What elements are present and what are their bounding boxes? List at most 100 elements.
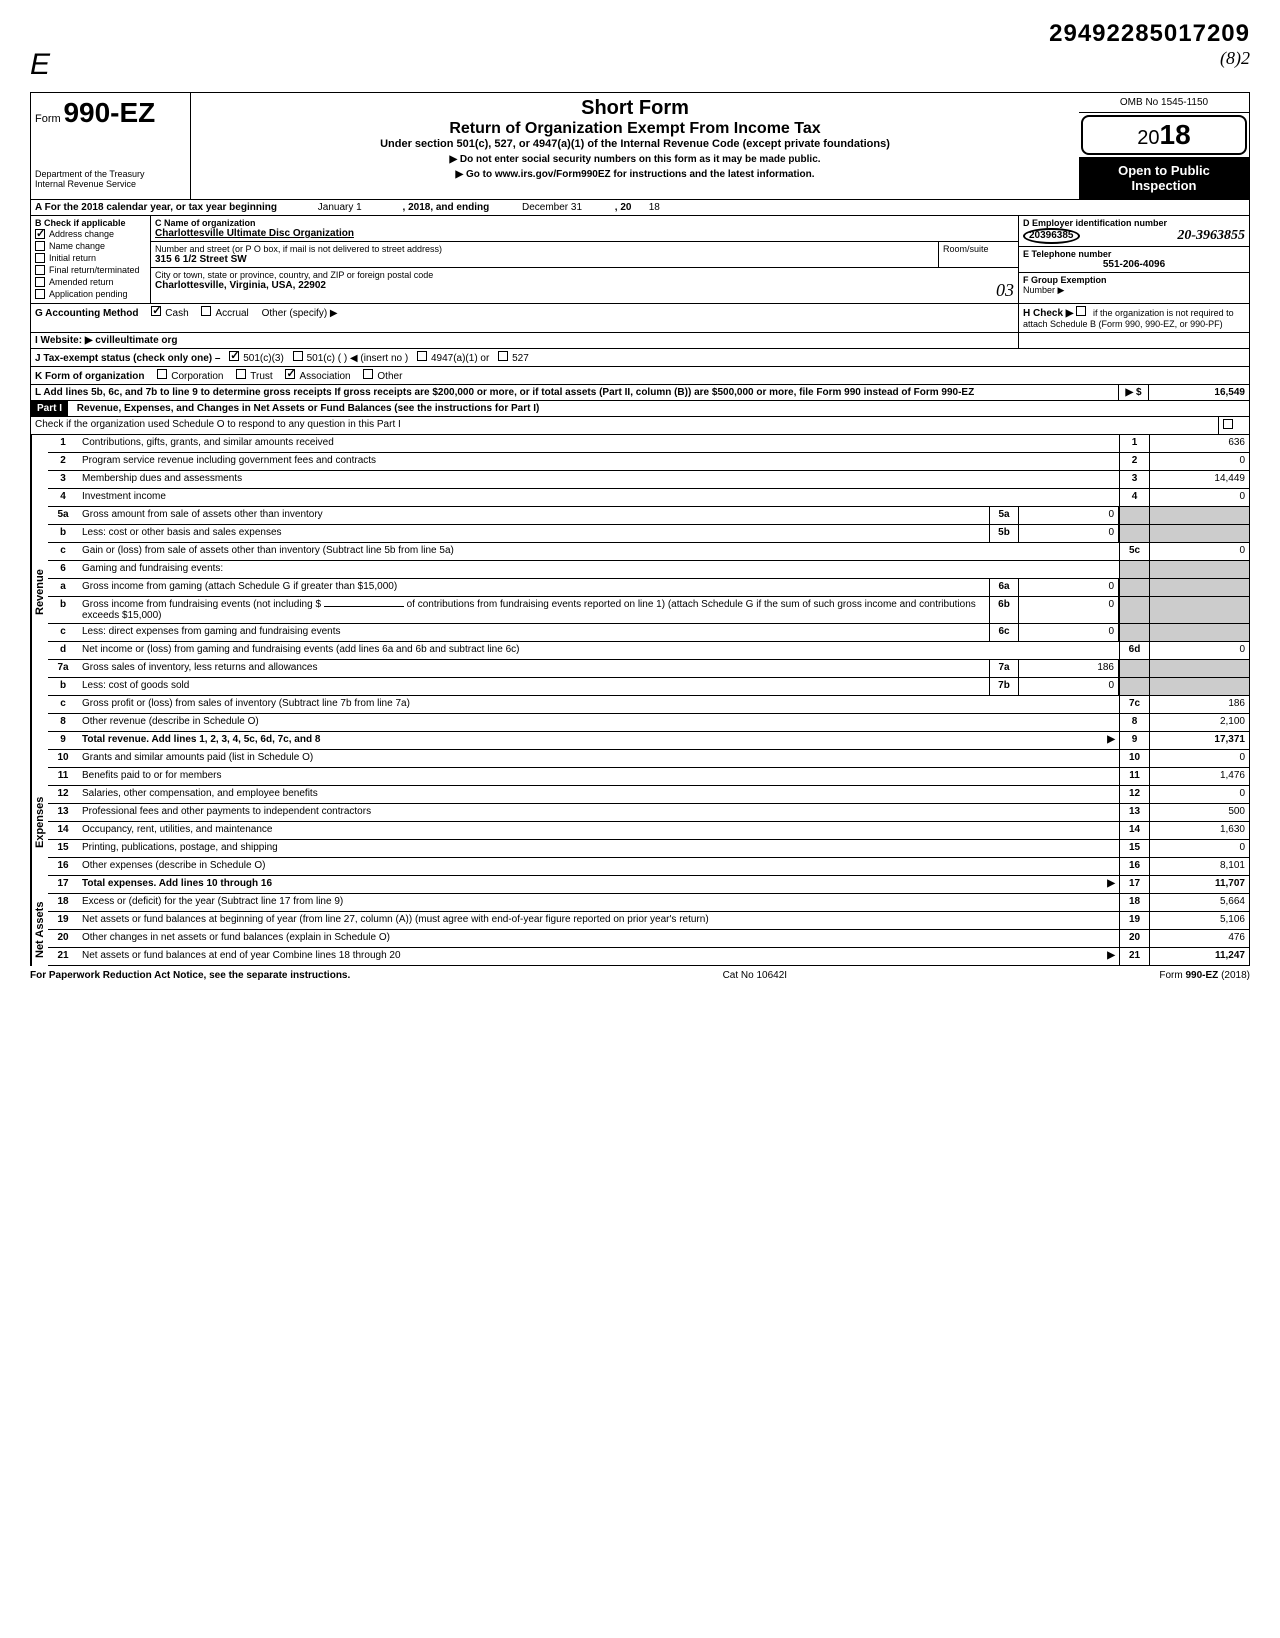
cb-4947[interactable] (417, 351, 427, 361)
cb-527[interactable] (498, 351, 508, 361)
cb-sched-o[interactable] (1223, 419, 1233, 429)
line-e-label: E Telephone number (1023, 249, 1245, 259)
title-3: Under section 501(c), 527, or 4947(a)(1)… (195, 138, 1075, 150)
cb-pending[interactable] (35, 289, 45, 299)
pending-label: Application pending (49, 289, 128, 299)
netassets-label: Net Assets (31, 894, 48, 966)
line-g-label: G Accounting Method (35, 308, 139, 319)
cb-final[interactable] (35, 265, 45, 275)
l21-d: Net assets or fund balances at end of ye… (82, 950, 401, 961)
s527-label: 527 (512, 353, 529, 364)
l6-en (1119, 561, 1149, 578)
dln: 29492285017209 (1049, 20, 1250, 48)
cb-accrual[interactable] (201, 306, 211, 316)
l17-d: Total expenses. Add lines 10 through 16 (82, 878, 272, 889)
l4-d: Investment income (78, 489, 1119, 506)
l2-ev: 0 (1149, 453, 1249, 470)
l17-ev: 11,707 (1149, 876, 1249, 893)
l5a-mn: 5a (989, 507, 1019, 524)
org-name: Charlottesville Ultimate Disc Organizati… (155, 228, 1014, 239)
initial-label: Initial return (49, 253, 96, 263)
part1-label: Part I (31, 401, 68, 416)
l1-d: Contributions, gifts, grants, and simila… (78, 435, 1119, 452)
l6a-mn: 6a (989, 579, 1019, 596)
l3-d: Membership dues and assessments (78, 471, 1119, 488)
l5c-ev: 0 (1149, 543, 1249, 560)
expenses-label: Expenses (31, 750, 48, 894)
l6-ev (1149, 561, 1249, 578)
l6b-en (1119, 597, 1149, 623)
l12-n: 12 (48, 786, 78, 803)
l21-arrow: ▶ (1107, 950, 1115, 961)
l7a-ev (1149, 660, 1249, 677)
cb-addr-change[interactable] (35, 229, 45, 239)
dept: Department of the Treasury (35, 169, 186, 179)
l2-n: 2 (48, 453, 78, 470)
l16-d: Other expenses (describe in Schedule O) (78, 858, 1119, 875)
instr-1: ▶ Do not enter social security numbers o… (195, 154, 1075, 165)
l7b-en (1119, 678, 1149, 695)
l3-en: 3 (1119, 471, 1149, 488)
cb-corp[interactable] (157, 369, 167, 379)
l8-n: 8 (48, 714, 78, 731)
l6-n: 6 (48, 561, 78, 578)
irs: Internal Revenue Service (35, 179, 186, 189)
l5a-n: 5a (48, 507, 78, 524)
l6c-mn: 6c (989, 624, 1019, 641)
l5b-mv: 0 (1019, 525, 1119, 542)
insert-label: ) ◀ (insert no ) (344, 353, 408, 364)
cb-initial[interactable] (35, 253, 45, 263)
cb-cash[interactable] (151, 306, 161, 316)
l5a-en (1119, 507, 1149, 524)
l6b-d1: Gross income from fundraising events (no… (82, 599, 321, 610)
c3-label: 501(c)(3) (243, 353, 284, 364)
l13-en: 13 (1119, 804, 1149, 821)
cb-other-org[interactable] (363, 369, 373, 379)
name-change-label: Name change (49, 241, 105, 251)
line-j-label: J Tax-exempt status (check only one) – (35, 353, 220, 364)
city: Charlottesville, Virginia, USA, 22902 (155, 280, 326, 301)
city-hand: 03 (996, 280, 1014, 301)
omb: OMB No 1545-1150 (1079, 93, 1249, 113)
l6c-ev (1149, 624, 1249, 641)
l19-d: Net assets or fund balances at beginning… (78, 912, 1119, 929)
cb-trust[interactable] (236, 369, 246, 379)
l21-ev: 11,247 (1149, 948, 1249, 965)
l11-n: 11 (48, 768, 78, 785)
line-l-arrow: ▶ $ (1125, 387, 1141, 398)
line-l-val: 16,549 (1214, 387, 1245, 398)
l5c-en: 5c (1119, 543, 1149, 560)
trust-label: Trust (250, 371, 272, 382)
cb-501c[interactable] (293, 351, 303, 361)
l20-ev: 476 (1149, 930, 1249, 947)
l18-n: 18 (48, 894, 78, 911)
open-public: Open to Public Inspection (1079, 157, 1249, 199)
title-2: Return of Organization Exempt From Incom… (195, 120, 1075, 138)
ein-hand: 20-3963855 (1177, 228, 1245, 244)
l6b-mv: 0 (1019, 597, 1119, 623)
cb-sched-b[interactable] (1076, 306, 1086, 316)
cb-amended[interactable] (35, 277, 45, 287)
form-number: 990-EZ (63, 97, 155, 128)
sig-812: (8)2 (1220, 48, 1250, 68)
l16-ev: 8,101 (1149, 858, 1249, 875)
l19-n: 19 (48, 912, 78, 929)
l14-en: 14 (1119, 822, 1149, 839)
cb-name-change[interactable] (35, 241, 45, 251)
l8-en: 8 (1119, 714, 1149, 731)
cb-assoc[interactable] (285, 369, 295, 379)
l18-ev: 5,664 (1149, 894, 1249, 911)
other-method-label: Other (specify) ▶ (262, 308, 338, 319)
cb-501c3[interactable] (229, 351, 239, 361)
l12-d: Salaries, other compensation, and employ… (78, 786, 1119, 803)
l20-d: Other changes in net assets or fund bala… (78, 930, 1119, 947)
l11-d: Benefits paid to or for members (78, 768, 1119, 785)
l10-d: Grants and similar amounts paid (list in… (78, 750, 1119, 767)
line-k-label: K Form of organization (35, 371, 144, 382)
l5a-ev (1149, 507, 1249, 524)
line-d-label: D Employer identification number (1023, 218, 1245, 228)
footer-form-num: 990-EZ (1186, 970, 1219, 981)
l15-en: 15 (1119, 840, 1149, 857)
addr-change-label: Address change (49, 229, 114, 239)
l15-n: 15 (48, 840, 78, 857)
